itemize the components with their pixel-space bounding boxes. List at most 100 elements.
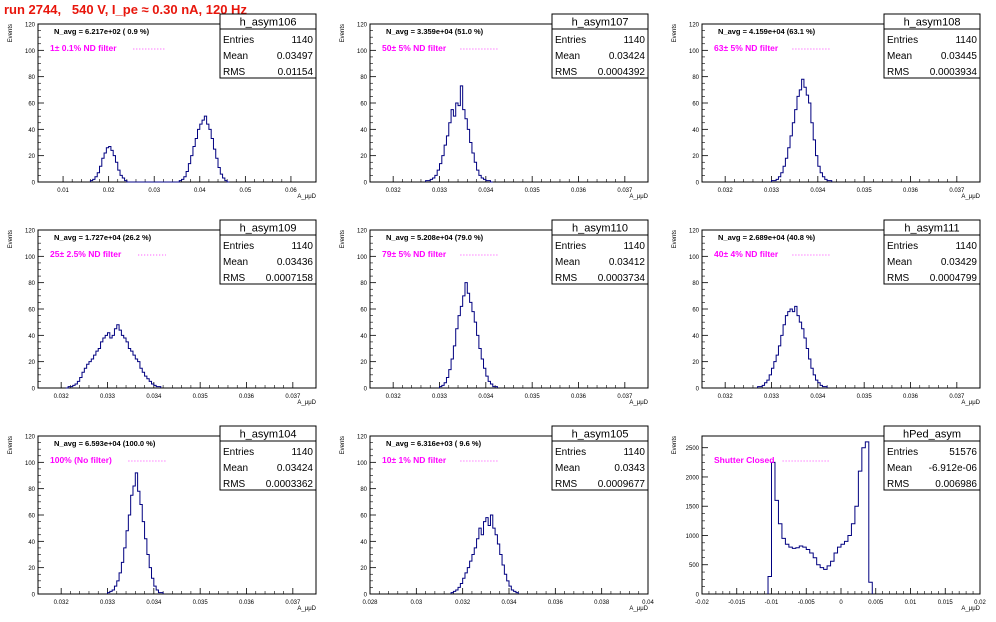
y-tick-label: 1000 xyxy=(686,534,700,540)
y-tick-label: 20 xyxy=(360,154,367,160)
y-tick-label: 60 xyxy=(28,514,35,520)
stats-value: 0.03429 xyxy=(941,257,978,268)
y-axis-title: Events xyxy=(672,24,678,42)
y-tick-label: 40 xyxy=(28,334,35,340)
y-axis-title: Events xyxy=(340,436,346,454)
y-tick-label: 60 xyxy=(28,102,35,108)
filter-annotation: 10± 1% ND filter xyxy=(382,455,447,465)
y-tick-label: 40 xyxy=(28,540,35,546)
y-tick-label: 80 xyxy=(28,487,35,493)
stats-value: 1140 xyxy=(623,241,645,252)
histogram-panel: 0 20 40 60 80 100 120 0.01 0.02 0.03 0.04 0.05 0.06 E… xyxy=(8,13,317,200)
run-title: run 2744, 540 V, I_pe ≈ 0.30 nA, 120 Hz xyxy=(4,2,247,17)
x-tick-label: -0.005 xyxy=(798,600,816,606)
stats-value: 1140 xyxy=(955,35,977,46)
histogram-name: h_asym110 xyxy=(572,223,628,235)
y-tick-label: 0 xyxy=(364,593,368,599)
histogram-name: h_asym105 xyxy=(572,429,629,441)
stats-box xyxy=(551,219,649,285)
x-tick-label: 0.036 xyxy=(903,188,919,194)
stats-label: RMS xyxy=(555,67,578,78)
x-tick-label: 0.035 xyxy=(193,600,209,606)
x-axis-title: A_μμD xyxy=(297,606,316,612)
x-tick-label: 0.036 xyxy=(571,188,587,194)
y-tick-label: 20 xyxy=(28,154,35,160)
stats-label: Entries xyxy=(555,447,586,458)
histogram-name: h_asym111 xyxy=(904,223,959,235)
stats-label: Entries xyxy=(555,35,586,46)
y-tick-label: 40 xyxy=(692,128,699,134)
stats-label: Entries xyxy=(223,447,254,458)
y-tick-label: 120 xyxy=(357,229,368,235)
x-tick-label: 0.005 xyxy=(868,600,884,606)
y-tick-label: 100 xyxy=(25,49,36,55)
x-tick-label: 0.037 xyxy=(285,394,301,400)
x-tick-label: 0.035 xyxy=(525,394,541,400)
histogram-series xyxy=(771,78,833,182)
stats-value: 1140 xyxy=(291,447,313,458)
x-tick-label: 0.033 xyxy=(100,394,116,400)
y-tick-label: 120 xyxy=(25,435,36,441)
x-tick-label: 0.037 xyxy=(617,188,633,194)
y-tick-label: 2000 xyxy=(686,475,700,481)
x-tick-label: 0.032 xyxy=(54,394,70,400)
histogram-series xyxy=(450,514,519,594)
x-tick-label: 0.036 xyxy=(239,600,255,606)
y-tick-label: 80 xyxy=(360,281,367,287)
y-tick-label: 0 xyxy=(696,181,700,187)
y-tick-label: 60 xyxy=(360,514,367,520)
y-tick-label: 20 xyxy=(360,360,367,366)
x-tick-label: 0.02 xyxy=(103,188,115,194)
x-tick-label: -0.015 xyxy=(728,600,746,606)
x-axis-title: A_μμD xyxy=(297,194,316,200)
x-tick-label: 0.028 xyxy=(362,600,378,606)
navg-label: N_avg = 2.689e+04 (40.8 %) xyxy=(718,233,816,242)
stats-value: 1140 xyxy=(955,241,977,252)
y-tick-label: 60 xyxy=(360,308,367,314)
filter-annotation: Shutter Closed xyxy=(714,455,774,465)
stats-label: Mean xyxy=(887,463,912,474)
stats-value: 0.0003734 xyxy=(598,273,646,284)
navg-label: N_avg = 4.159e+04 (63.1 %) xyxy=(718,27,816,36)
x-tick-label: 0.037 xyxy=(617,394,633,400)
stats-box xyxy=(883,13,981,79)
x-tick-label: 0.04 xyxy=(642,600,654,606)
stats-value: 0.01154 xyxy=(278,67,314,78)
x-tick-label: 0.035 xyxy=(857,394,873,400)
y-tick-label: 40 xyxy=(360,540,367,546)
stats-box xyxy=(883,219,981,285)
x-tick-label: 0.02 xyxy=(974,600,986,606)
x-tick-label: 0.032 xyxy=(386,188,402,194)
y-tick-label: 40 xyxy=(28,128,35,134)
x-tick-label: 0.035 xyxy=(525,188,541,194)
stats-value: 0.0003362 xyxy=(266,479,314,490)
y-tick-label: 120 xyxy=(357,23,368,29)
y-tick-label: 40 xyxy=(360,334,367,340)
y-tick-label: 120 xyxy=(689,23,700,29)
x-tick-label: 0.033 xyxy=(100,600,116,606)
stats-value: 0.03412 xyxy=(609,257,646,268)
stats-value: 1140 xyxy=(291,241,313,252)
y-tick-label: 60 xyxy=(28,308,35,314)
filter-annotation: 25± 2.5% ND filter xyxy=(50,249,122,259)
histogram-series xyxy=(89,115,230,183)
stats-value: 0.03436 xyxy=(277,257,314,268)
stats-value: 51576 xyxy=(949,447,977,458)
histogram-series xyxy=(767,441,873,594)
x-tick-label: 0.034 xyxy=(810,394,826,400)
x-tick-label: 0.036 xyxy=(548,600,564,606)
y-tick-label: 60 xyxy=(360,102,367,108)
y-axis-title: Events xyxy=(8,230,14,248)
stats-value: 0.03445 xyxy=(941,51,978,62)
stats-label: Mean xyxy=(223,257,248,268)
histogram-series xyxy=(107,472,164,594)
stats-box xyxy=(551,13,649,79)
histogram-panel: 0 20 40 60 80 100 120 0.028 0.03 0.032 0.034 0.036 0… xyxy=(340,425,654,612)
y-axis-title: Events xyxy=(672,230,678,248)
y-axis-title: Events xyxy=(340,24,346,42)
y-tick-label: 0 xyxy=(32,387,36,393)
x-tick-label: 0.036 xyxy=(903,394,919,400)
histogram-name: h_asym109 xyxy=(240,223,297,235)
histogram-panel: 0 20 40 60 80 100 120 0.032 0.033 0.034 0.035 0.036… xyxy=(340,219,649,406)
